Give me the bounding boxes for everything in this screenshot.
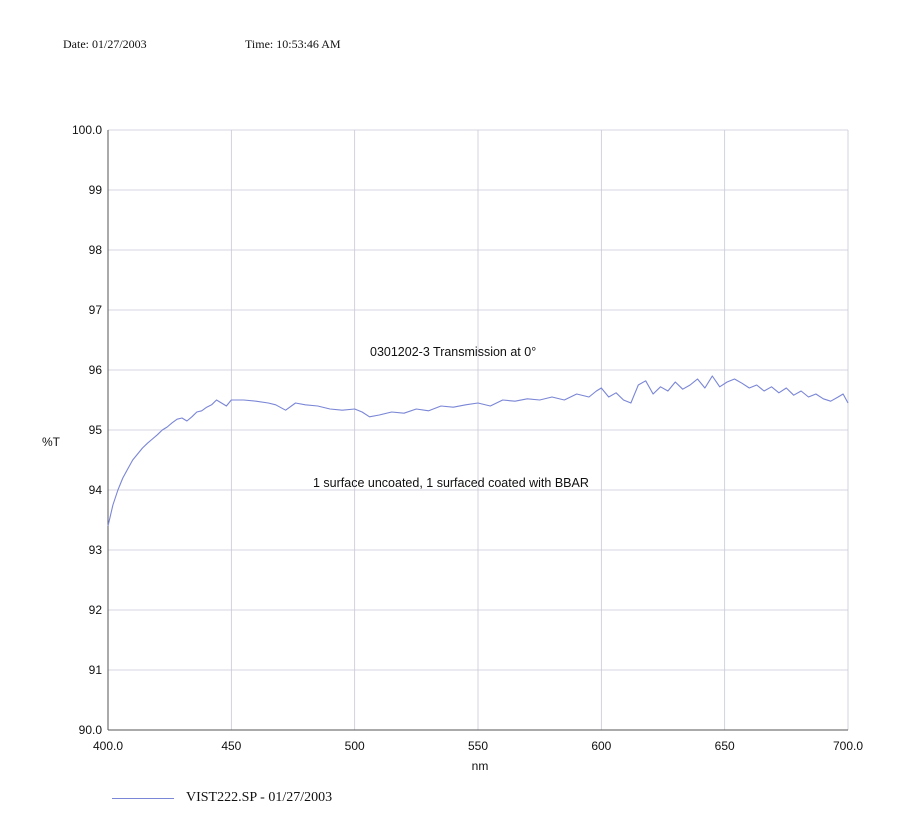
x-tick-label: 650 — [715, 739, 735, 753]
chart-annotation-note: 1 surface uncoated, 1 surfaced coated wi… — [313, 476, 589, 490]
y-axis-label: %T — [42, 435, 61, 449]
y-tick-label: 98 — [89, 243, 103, 257]
y-tick-label: 99 — [89, 183, 103, 197]
chart-annotation-title: 0301202-3 Transmission at 0° — [370, 345, 536, 359]
grid — [107, 129, 849, 731]
x-axis-label: nm — [472, 759, 489, 773]
series-line — [107, 375, 849, 527]
legend: VIST222.SP - 01/27/2003 — [112, 790, 332, 806]
time-label: Time: 10:53:46 AM — [245, 37, 341, 51]
date-label: Date: 01/27/2003 — [63, 37, 147, 51]
legend-label: VIST222.SP - 01/27/2003 — [186, 790, 333, 805]
y-tick-label: 96 — [89, 363, 103, 377]
series-group — [107, 375, 849, 527]
y-tick-label: 92 — [89, 603, 103, 617]
x-tick-label: 450 — [221, 739, 241, 753]
y-tick-label: 91 — [89, 663, 103, 677]
x-tick-label: 400.0 — [93, 739, 123, 753]
legend-swatch — [112, 797, 174, 799]
y-tick-label: 90.0 — [79, 723, 103, 737]
tick-labels: 90.0 91 92 93 94 95 96 97 98 99 100.0 400.0 450 500 55… — [72, 123, 863, 753]
x-tick-label: 550 — [468, 739, 488, 753]
y-tick-label: 93 — [89, 543, 103, 557]
x-tick-label: 600 — [591, 739, 611, 753]
y-tick-label: 100.0 — [72, 123, 102, 137]
y-tick-label: 95 — [89, 423, 103, 437]
x-tick-label: 500 — [345, 739, 365, 753]
y-tick-label: 94 — [89, 483, 103, 497]
x-tick-label: 700.0 — [833, 739, 863, 753]
y-tick-label: 97 — [89, 303, 103, 317]
